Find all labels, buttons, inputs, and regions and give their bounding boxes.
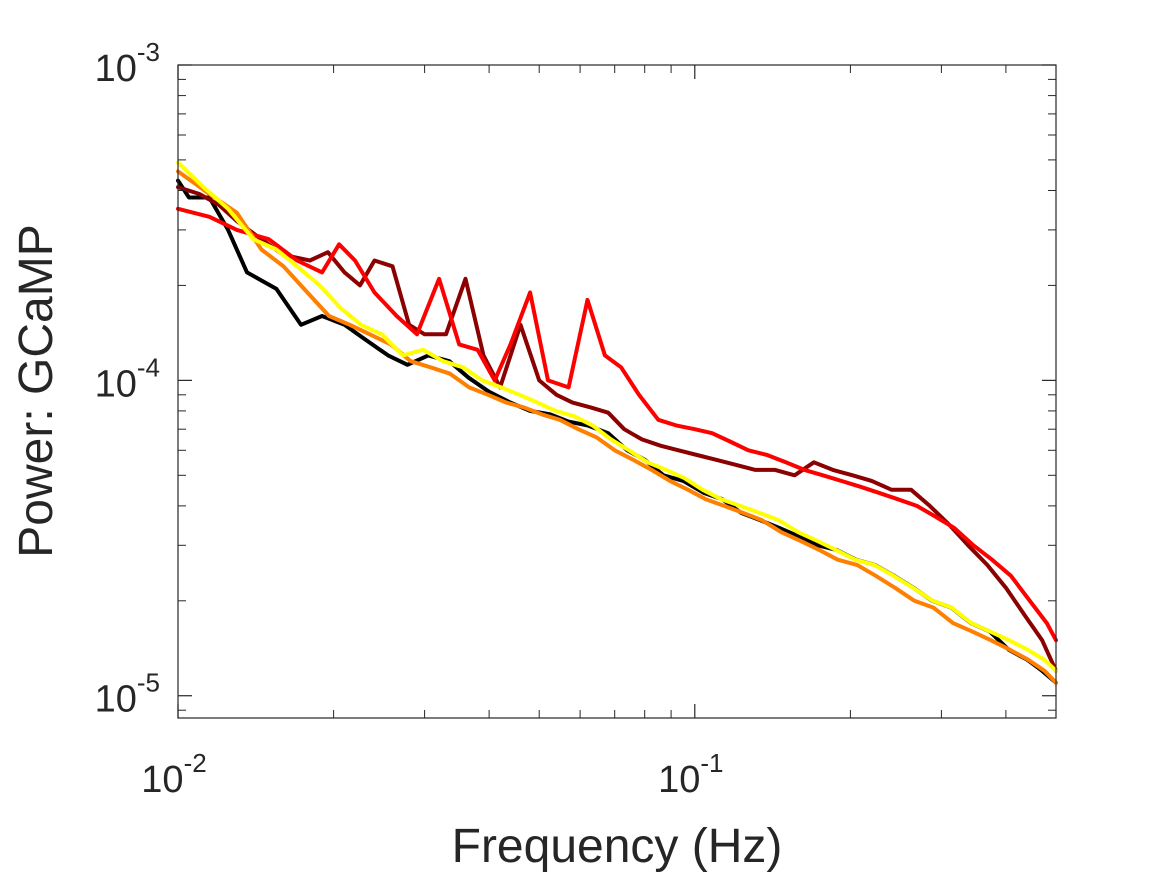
tick-label-exponent: -4	[137, 352, 160, 382]
series-line-4	[176, 169, 1058, 685]
tick-label-base: 10	[141, 759, 183, 801]
tick-label-exponent: -5	[137, 668, 160, 698]
tick-label-base: 10	[95, 363, 137, 405]
x-axis-title: Frequency (Hz)	[452, 820, 783, 873]
series-line-2	[176, 185, 1058, 673]
y-axis-title: Power: GCaMP	[10, 224, 63, 557]
series-layer	[176, 160, 1058, 685]
tick-label-base: 10	[95, 48, 137, 90]
y-tick-label-3: 10-3	[95, 37, 160, 90]
series-line-3	[176, 206, 1058, 643]
tick-label-exponent: -1	[700, 748, 723, 778]
tick-labels: 10-2 10-110-510-410-3	[95, 37, 724, 801]
plot-area-background	[178, 65, 1056, 718]
axes-box	[177, 64, 1057, 719]
tick-label-exponent: -3	[137, 37, 160, 67]
tick-label-exponent: -2	[184, 748, 207, 778]
tick-label-base: 10	[95, 679, 137, 721]
x-tick-label-1: 10-2	[141, 748, 206, 801]
series-line-5	[176, 160, 1058, 673]
tick-label-base: 10	[658, 759, 700, 801]
minor-ticks	[178, 65, 1056, 718]
y-tick-label-2: 10-4	[95, 352, 160, 405]
y-tick-label-1: 10-5	[95, 668, 160, 721]
x-tick-label-2: 10-1	[658, 748, 723, 801]
